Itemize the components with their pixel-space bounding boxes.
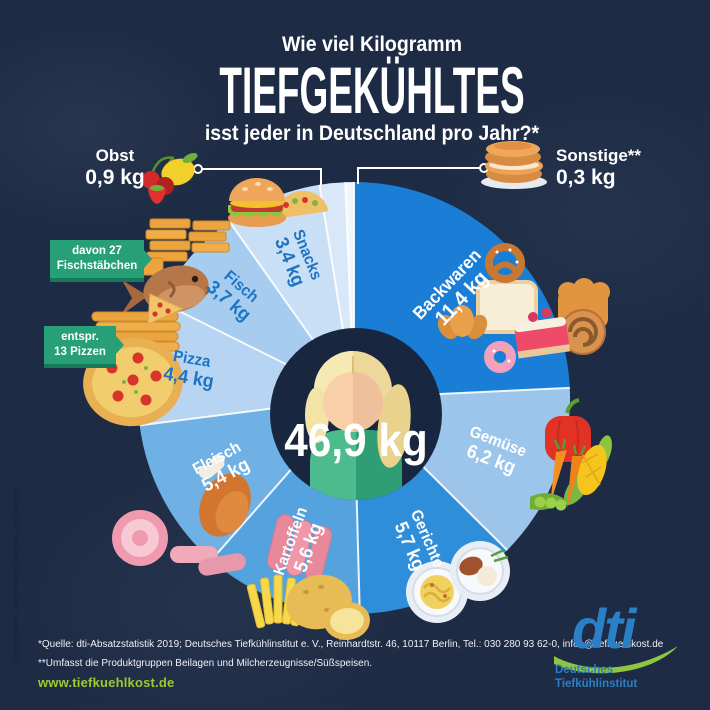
badge-pizza-line1: entspr. — [61, 331, 99, 343]
header-kicker: Wie viel Kilogramm — [282, 33, 462, 56]
source-note: *Quelle: dti-Absatzstatistik 2019; Deuts… — [38, 639, 664, 650]
badge-fisch-line1: davon 27 — [72, 245, 122, 257]
sonstige-name: Sonstige** — [556, 146, 642, 165]
person-avatar — [305, 351, 411, 500]
obst-callout-line — [193, 164, 322, 186]
sonstige-callout-line — [357, 163, 489, 184]
dti-logo-wordmark: dti — [572, 597, 636, 660]
obst-callout-label: Obst 0,9 kg — [76, 146, 154, 190]
illustration-credit: Illustrationen: designed by freepik and … — [12, 489, 21, 666]
sonstige-callout-label: Sonstige** 0,3 kg — [556, 146, 641, 190]
obst-name: Obst — [95, 146, 135, 165]
obst-value: 0,9 kg — [85, 165, 145, 189]
dti-logo-subtext: Deutsches Tiefkühlinstitut — [555, 664, 638, 690]
total-per-capita: 46,9 kg — [284, 414, 428, 466]
badge-pizza-line2: 13 Pizzen — [54, 345, 106, 358]
dti-logo: dti Deutsches Tiefkühlinstitut — [552, 597, 708, 700]
pizzen-badge: entspr. 13 Pizzen — [44, 326, 116, 368]
badge-fisch-line2: Fischstäbchen — [56, 259, 138, 272]
sonstige-value: 0,3 kg — [556, 165, 616, 189]
dti-logo-swoosh — [554, 646, 678, 674]
page-title: TIEFGEKÜHLTES — [219, 53, 525, 127]
category-note: **Umfasst die Produktgruppen Beilagen un… — [38, 657, 373, 669]
header-subtitle: isst jeder in Deutschland pro Jahr?* — [204, 122, 540, 145]
fischstaebchen-badge: davon 27 Fischstäbchen — [50, 240, 144, 282]
footer: *Quelle: dti-Absatzstatistik 2019; Deuts… — [38, 639, 663, 698]
website-link[interactable]: www.tiefkuehlkost.de — [38, 675, 175, 690]
